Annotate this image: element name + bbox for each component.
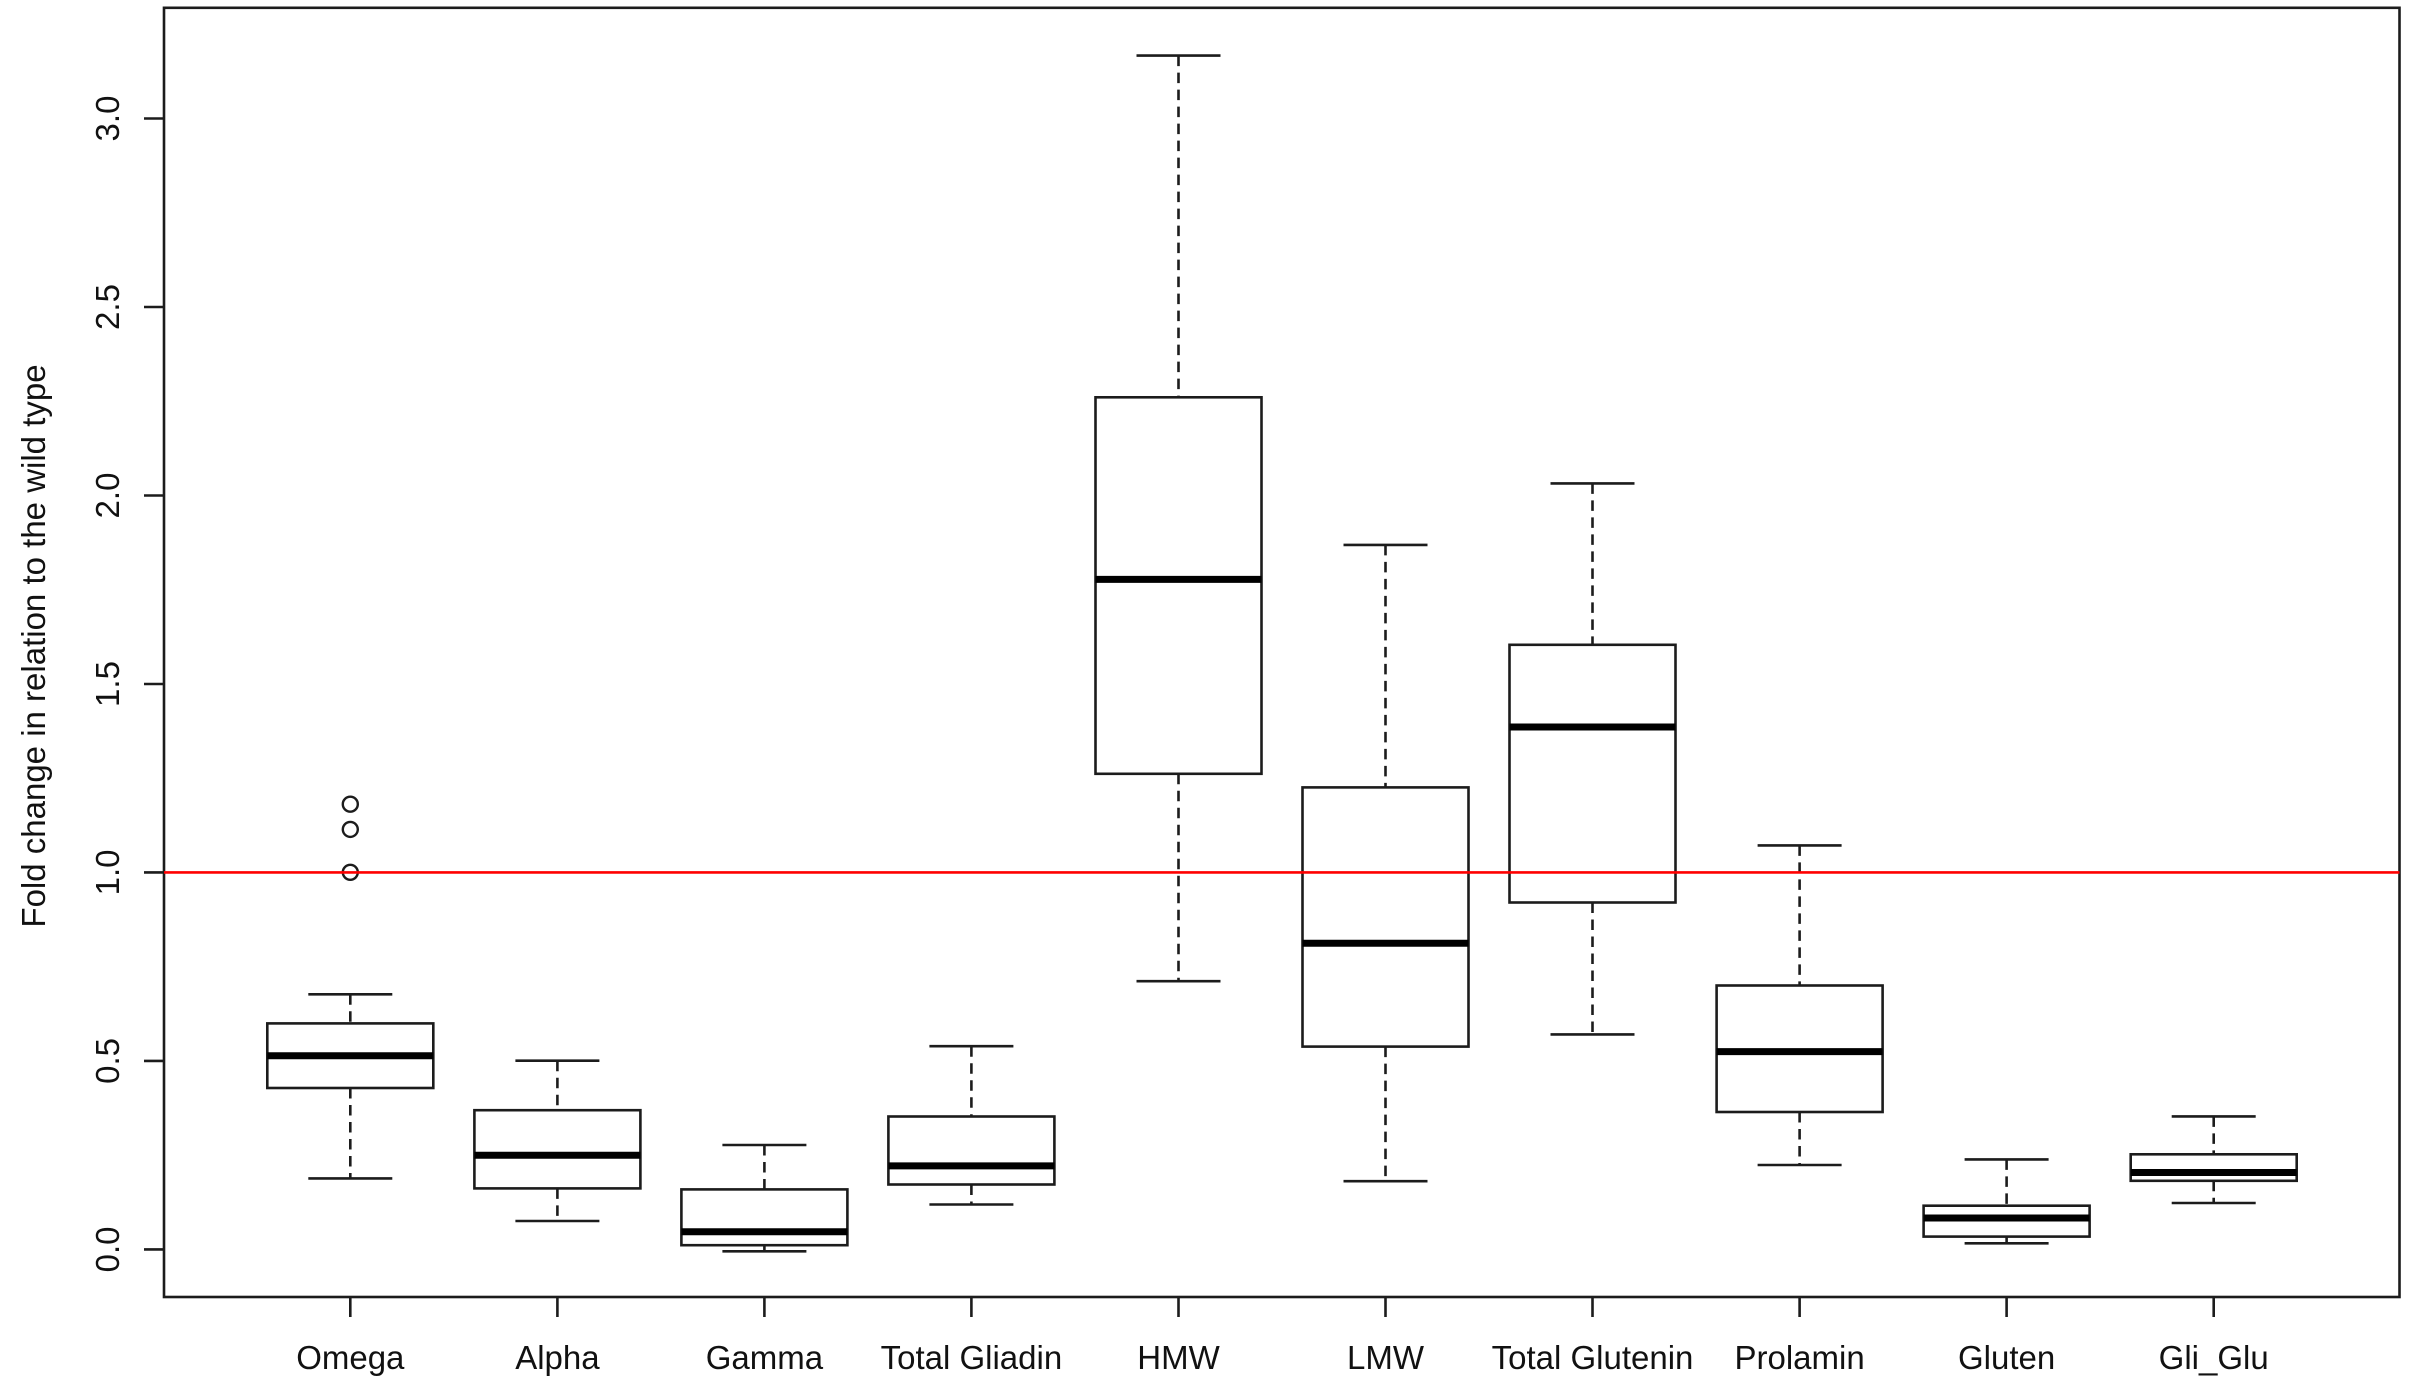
svg-text:2.5: 2.5 <box>89 284 126 330</box>
svg-text:Prolamin: Prolamin <box>1734 1339 1864 1376</box>
svg-text:3.0: 3.0 <box>89 96 126 142</box>
svg-text:Total Gliadin: Total Gliadin <box>881 1339 1063 1376</box>
svg-text:Omega: Omega <box>296 1339 405 1376</box>
svg-text:Gamma: Gamma <box>706 1339 824 1376</box>
svg-text:0.5: 0.5 <box>89 1038 126 1084</box>
svg-text:2.0: 2.0 <box>89 473 126 519</box>
svg-text:HMW: HMW <box>1137 1339 1220 1376</box>
svg-text:1.0: 1.0 <box>89 849 126 895</box>
svg-text:Alpha: Alpha <box>515 1339 600 1376</box>
svg-text:Gluten: Gluten <box>1958 1339 2055 1376</box>
svg-text:Fold change in relation to the: Fold change in relation to the wild type <box>15 364 52 927</box>
svg-text:LMW: LMW <box>1347 1339 1425 1376</box>
svg-text:Total Glutenin: Total Glutenin <box>1492 1339 1694 1376</box>
svg-text:1.5: 1.5 <box>89 661 126 707</box>
svg-text:0.0: 0.0 <box>89 1226 126 1272</box>
svg-text:Gli_Glu: Gli_Glu <box>2159 1339 2269 1376</box>
